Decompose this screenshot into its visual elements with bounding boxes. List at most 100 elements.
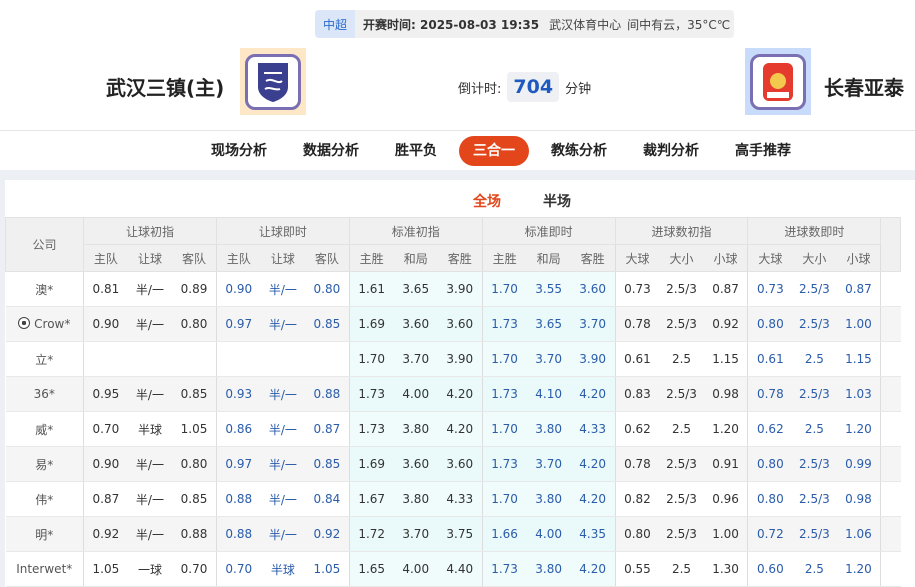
odds-cell: 1.70	[481, 411, 527, 447]
odds-cell: 1.73	[481, 446, 527, 482]
table-row[interactable]: 36* 0.95 半/一 0.85 0.93 半/一 0.88 1.73 4.00 4.20 1.7…	[5, 376, 901, 412]
odds-cell: 2.5/3	[659, 481, 704, 517]
odds-cell: 2.5/3	[792, 376, 837, 412]
away-team-name[interactable]: 长春亚泰	[824, 76, 904, 100]
away-team-logo[interactable]	[745, 48, 811, 115]
odds-cell: 0.72	[747, 516, 793, 552]
odds-cell	[127, 341, 173, 377]
sub-header: 让球	[260, 244, 305, 272]
odds-cell: 0.80	[172, 446, 217, 482]
odds-cell: 0.85	[172, 376, 217, 412]
tab-full-time[interactable]: 全场	[465, 185, 509, 219]
period-tabs: 全场 半场	[465, 185, 605, 219]
company-cell[interactable]: 伟*	[5, 481, 84, 517]
odds-cell: 4.00	[393, 376, 438, 412]
odds-cell: 1.73	[481, 376, 527, 412]
extra-cell	[880, 516, 901, 552]
company-cell[interactable]: Interwet*	[5, 551, 84, 587]
odds-cell: 0.88	[304, 376, 350, 412]
table-row[interactable]: Crow* 0.90 半/一 0.80 0.97 半/一 0.85 1.69 3.60 3.60 1…	[5, 306, 901, 342]
odds-cell: 0.87	[703, 271, 748, 307]
table-row[interactable]: 伟* 0.87 半/一 0.85 0.88 半/一 0.84 1.67 3.80 4.33 1.70…	[5, 481, 901, 517]
odds-cell: 2.5	[659, 341, 704, 377]
odds-cell: 2.5/3	[659, 376, 704, 412]
odds-cell: 0.61	[747, 341, 793, 377]
table-row[interactable]: 澳* 0.81 半/一 0.89 0.90 半/一 0.80 1.61 3.65 3.90 1.70…	[5, 271, 901, 307]
odds-cell	[304, 341, 350, 377]
league-badge[interactable]: 中超	[315, 10, 355, 38]
table-row[interactable]: 明* 0.92 半/一 0.88 0.88 半/一 0.92 1.72 3.70 3.75 1.66…	[5, 516, 901, 552]
group-header: 标准即时	[481, 217, 616, 245]
odds-cell: 4.20	[570, 551, 616, 587]
odds-cell: 半/一	[127, 516, 173, 552]
kickoff-label: 开赛时间: 2025-08-03 19:35	[363, 17, 540, 32]
odds-cell: 4.00	[393, 551, 438, 587]
tab-half-time[interactable]: 半场	[543, 194, 571, 210]
nav-item[interactable]: 裁判分析	[643, 142, 699, 159]
extra-cell	[880, 481, 901, 517]
nav-item[interactable]: 现场分析	[211, 142, 267, 159]
odds-cell: 半/一	[260, 411, 305, 447]
company-cell[interactable]: 易*	[5, 446, 84, 482]
table-row[interactable]: 立* 1.70 3.70 3.90 1.70 3.70 3.90 0.61 2.5 1.15 0.6…	[5, 341, 901, 377]
odds-cell: 3.80	[526, 411, 571, 447]
odds-cell: 0.90	[82, 446, 128, 482]
odds-cell: 半/一	[260, 516, 305, 552]
odds-cell: 2.5/3	[792, 271, 837, 307]
nav-item[interactable]: 三合一	[459, 135, 529, 166]
table-row[interactable]: 易* 0.90 半/一 0.80 0.97 半/一 0.85 1.69 3.60 3.60 1.73…	[5, 446, 901, 482]
company-cell[interactable]: Crow*	[5, 306, 84, 342]
odds-cell: 1.70	[481, 271, 527, 307]
odds-cell: 半球	[260, 551, 305, 587]
nav-item[interactable]: 高手推荐	[735, 142, 791, 159]
odds-cell: 半/一	[260, 306, 305, 342]
odds-cell: 3.80	[526, 481, 571, 517]
odds-cell: 1.05	[82, 551, 128, 587]
odds-cell: 2.5/3	[659, 446, 704, 482]
odds-cell: 0.98	[836, 481, 881, 517]
odds-cell: 2.5	[792, 551, 837, 587]
company-cell[interactable]: 澳*	[5, 271, 84, 307]
sub-header: 客队	[172, 244, 217, 272]
odds-cell: 1.05	[172, 411, 217, 447]
venue: 武汉体育中心	[549, 17, 622, 32]
nav-item[interactable]: 胜平负	[395, 142, 437, 159]
odds-cell: 0.87	[82, 481, 128, 517]
company-cell[interactable]: 36*	[5, 376, 84, 412]
home-team-logo[interactable]	[240, 48, 306, 115]
odds-cell: 2.5	[792, 411, 837, 447]
company-cell[interactable]: 明*	[5, 516, 84, 552]
countdown-value: 704	[507, 72, 560, 102]
odds-cell: 4.20	[437, 376, 483, 412]
odds-cell: 0.98	[703, 376, 748, 412]
odds-cell: 0.97	[215, 446, 261, 482]
odds-cell: 1.73	[481, 306, 527, 342]
odds-cell: 4.35	[570, 516, 616, 552]
nav-item[interactable]: 教练分析	[551, 142, 607, 159]
extra-cell	[880, 341, 901, 377]
odds-cell: 0.85	[172, 481, 217, 517]
odds-cell: 1.73	[481, 551, 527, 587]
odds-cell: 0.85	[304, 306, 350, 342]
odds-cell: 3.70	[570, 306, 616, 342]
nav-item[interactable]: 数据分析	[303, 142, 359, 159]
company-cell[interactable]: 立*	[5, 341, 84, 377]
sub-header: 让球	[127, 244, 173, 272]
table-row[interactable]: 威* 0.70 半球 1.05 0.86 半/一 0.87 1.73 3.80 4.20 1.70 3…	[5, 411, 901, 447]
odds-cell: 4.00	[526, 516, 571, 552]
odds-cell: 2.5	[659, 411, 704, 447]
sub-header: 和局	[526, 244, 571, 272]
odds-cell: 4.20	[570, 376, 616, 412]
countdown-unit: 分钟	[565, 81, 592, 97]
shield-icon	[258, 62, 288, 102]
odds-cell: 3.60	[570, 271, 616, 307]
odds-table: 公司 让球初指 让球即时 标准初指 标准即时 进球数初指 进球数即时 主队 让球 客队 主队 让球 客队…	[5, 217, 902, 587]
home-team-name[interactable]: 武汉三镇(主)	[106, 76, 225, 100]
group-header: 标准初指	[348, 217, 483, 245]
odds-cell: 0.73	[614, 271, 660, 307]
company-cell[interactable]: 威*	[5, 411, 84, 447]
odds-cell: 0.81	[82, 271, 128, 307]
odds-cell: 2.5	[659, 551, 704, 587]
table-row[interactable]: Interwet* 1.05 一球 0.70 0.70 半球 1.05 1.65 4.00 4.4…	[5, 551, 901, 587]
sub-header: 小球	[703, 244, 748, 272]
